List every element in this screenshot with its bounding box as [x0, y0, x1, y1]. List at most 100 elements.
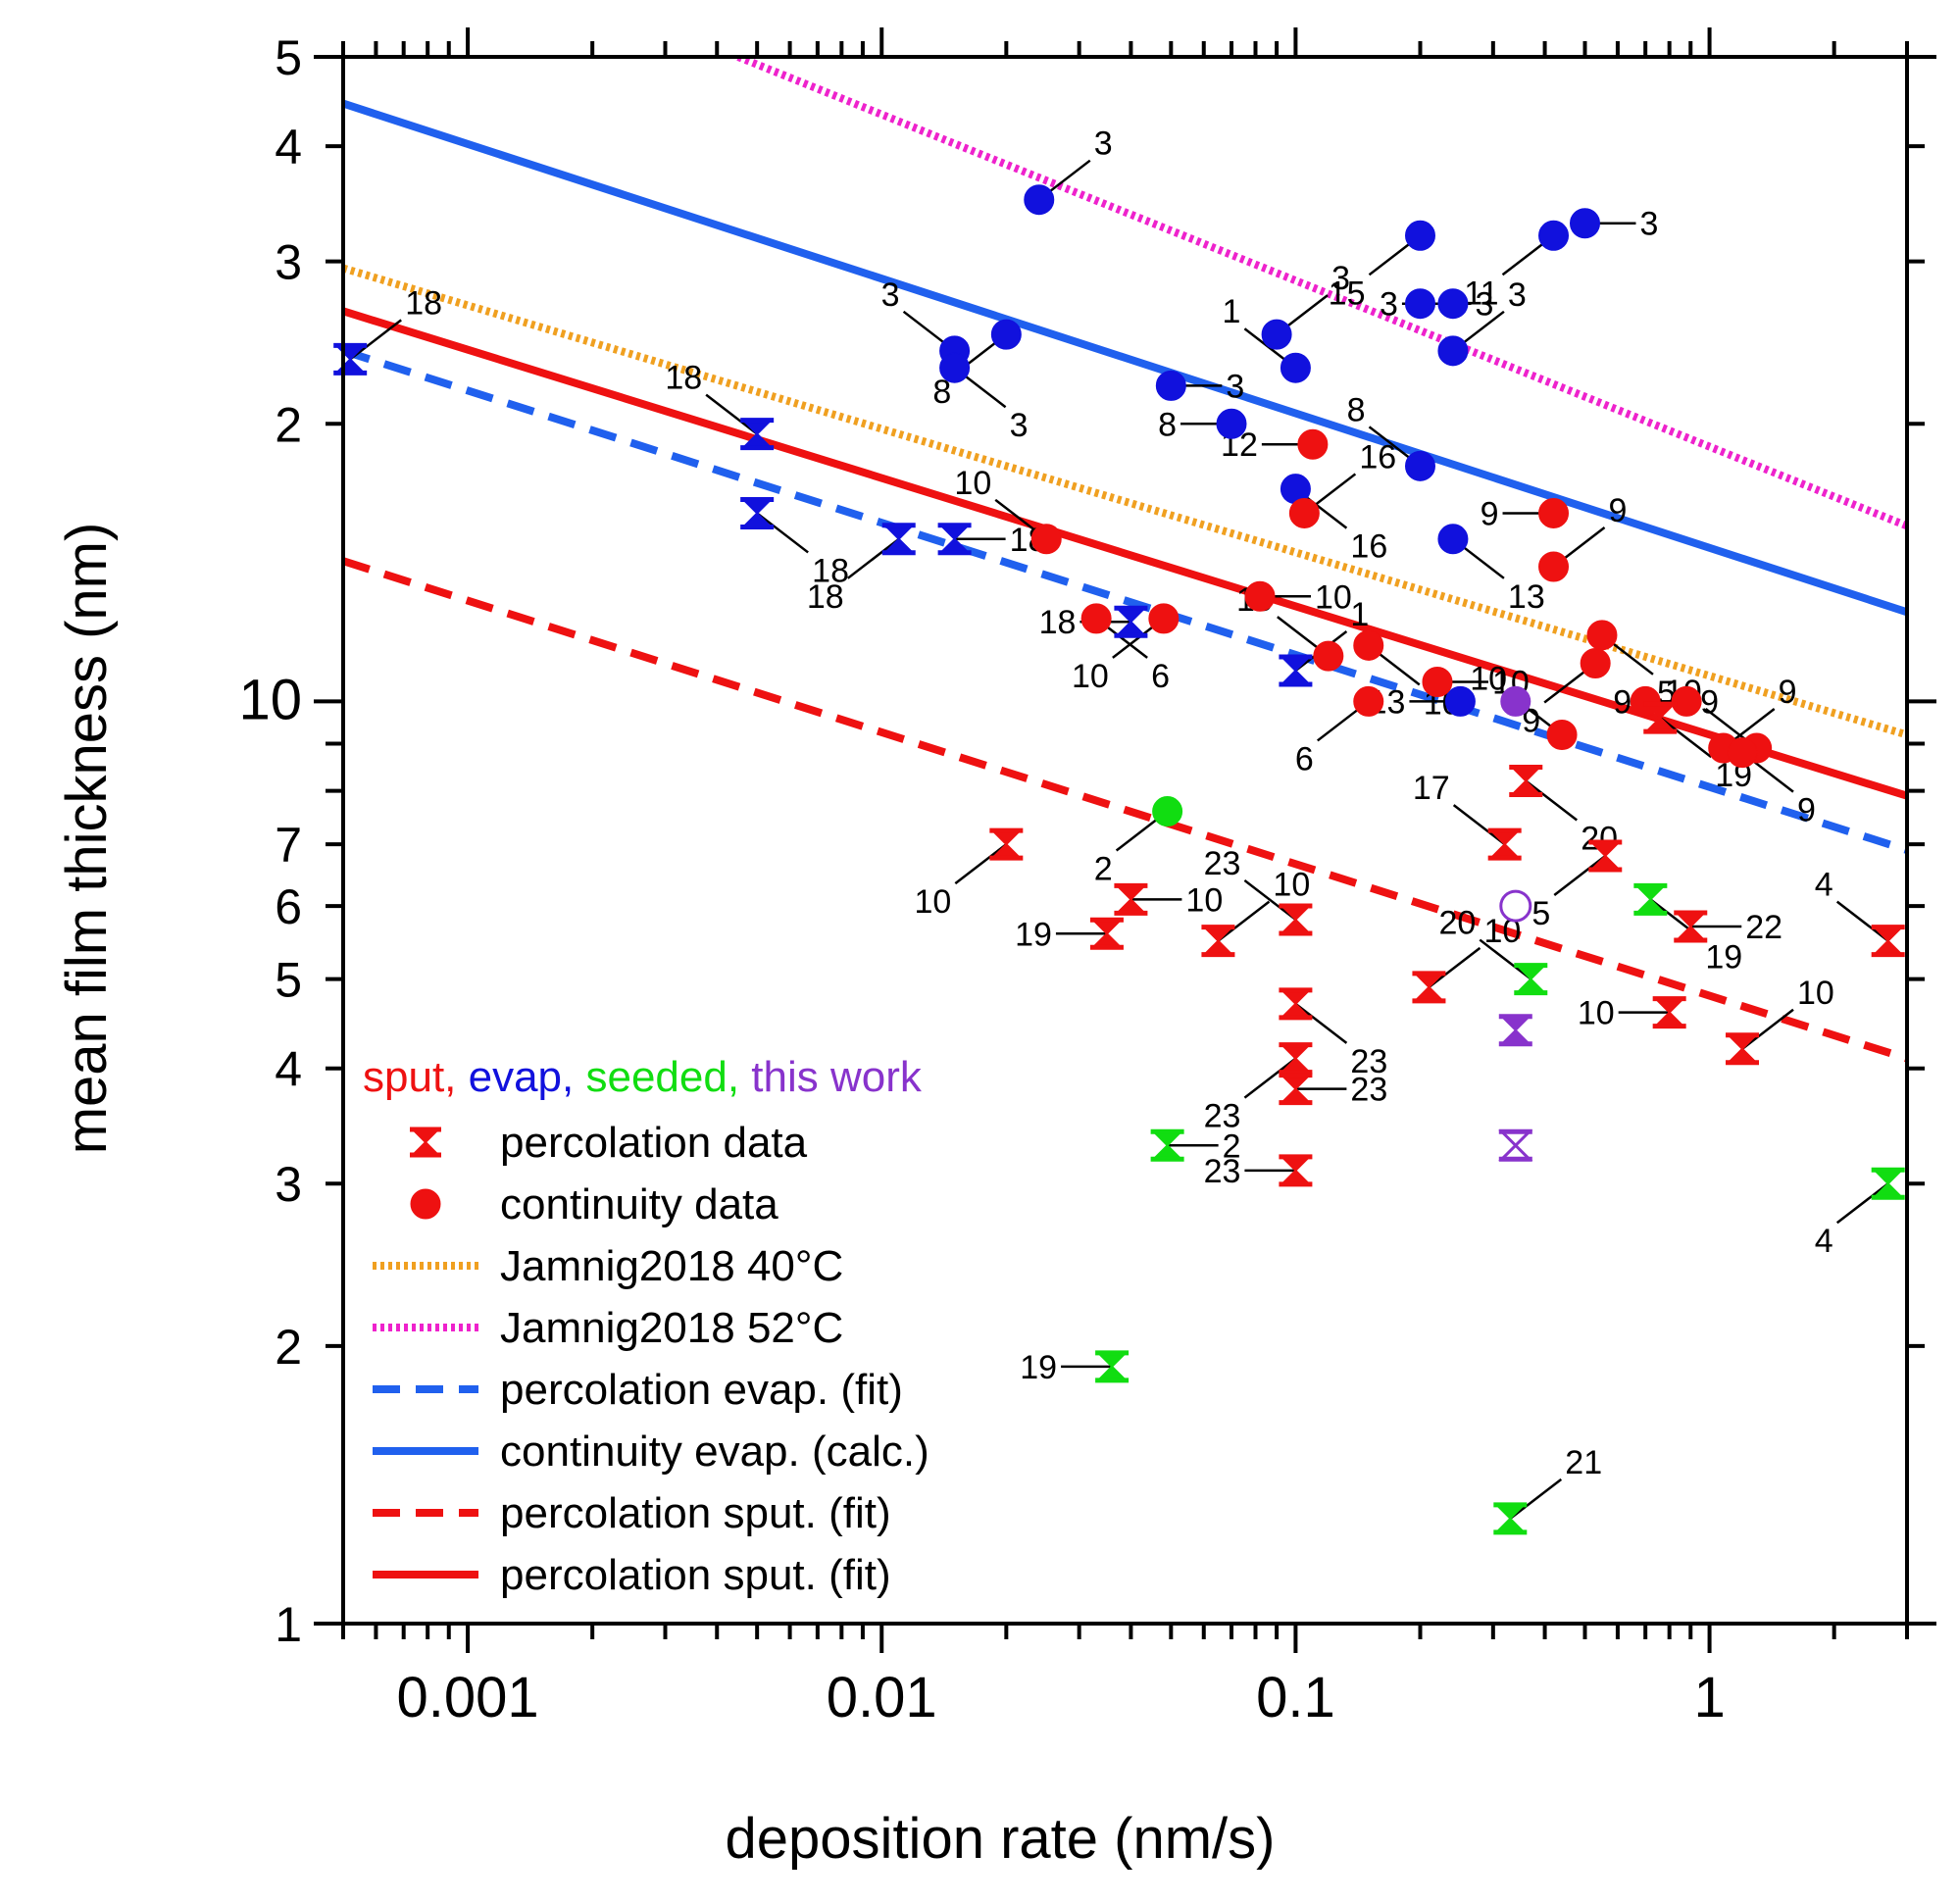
x-tick-label: 0.01 — [827, 1666, 937, 1729]
circle-marker — [1148, 603, 1180, 634]
circle-marker — [1280, 352, 1311, 383]
hourglass-marker — [1498, 1129, 1533, 1161]
y-tick-label: 4 — [275, 1042, 302, 1097]
circle-marker — [1437, 288, 1469, 320]
y-tick-label: 6 — [275, 879, 302, 934]
reference-leader — [1835, 1182, 1889, 1225]
x-axis-title: deposition rate (nm/s) — [726, 1807, 1276, 1871]
reference-number: 10 — [1797, 975, 1834, 1012]
circle-marker — [1353, 629, 1384, 661]
hourglass-marker — [1872, 1169, 1905, 1199]
reference-number: 2 — [1223, 1127, 1241, 1165]
reference-number: 10 — [1315, 578, 1352, 616]
reference-number: 3 — [1508, 276, 1527, 314]
circle-marker — [1538, 497, 1570, 528]
reference-leader — [846, 537, 900, 579]
y-axis-title: mean film thickness (nm) — [55, 523, 119, 1155]
circle-marker — [1546, 719, 1578, 750]
hourglass-marker — [1279, 904, 1312, 934]
reference-number: 9 — [1700, 683, 1719, 721]
hourglass-marker — [1499, 1015, 1532, 1045]
reference-number: 3 — [1380, 286, 1398, 324]
reference-number: 3 — [1010, 407, 1029, 444]
y-tick-label: 4 — [275, 120, 302, 175]
fit-line — [343, 264, 1907, 739]
reference-leader — [705, 393, 758, 435]
reference-number: 19 — [1015, 916, 1052, 953]
reference-number: 1 — [1222, 293, 1240, 330]
legend-header: sput, evap, seeded, this work — [363, 1053, 923, 1101]
reference-number: 23 — [1350, 1072, 1387, 1109]
circle-marker — [1404, 220, 1435, 251]
circle-marker — [1538, 220, 1570, 251]
reference-number: 10 — [915, 883, 952, 921]
reference-number: 5 — [1531, 895, 1550, 932]
hourglass-marker — [1279, 655, 1312, 685]
reference-number: 20 — [1438, 905, 1476, 942]
reference-leader — [349, 319, 402, 361]
reference-number: 23 — [1350, 1043, 1387, 1080]
circle-marker — [1404, 288, 1435, 320]
circle-marker — [410, 1188, 441, 1220]
circle-marker — [1437, 524, 1469, 555]
reference-leader — [1479, 938, 1532, 980]
reference-number: 8 — [1347, 391, 1366, 428]
reference-number: 10 — [1483, 913, 1521, 950]
reference-number: 11 — [1464, 275, 1498, 312]
reference-number: 19 — [1705, 938, 1742, 976]
reference-number: 3 — [881, 276, 900, 314]
reference-number: 18 — [812, 552, 849, 589]
hourglass-marker — [1633, 884, 1667, 915]
y-tick-label: 3 — [275, 235, 302, 290]
fit-line — [343, 557, 1907, 1063]
hourglass-marker — [1493, 1503, 1527, 1533]
circle-marker — [1437, 335, 1469, 367]
circle-marker — [1080, 603, 1112, 634]
reference-number: 23 — [1204, 1098, 1241, 1135]
reference-leader — [1741, 1008, 1794, 1050]
reference-leader — [954, 843, 1008, 885]
reference-number: 10 — [1578, 995, 1615, 1032]
hourglass-marker — [1279, 988, 1312, 1019]
legend-header-part: sput, — [363, 1053, 456, 1101]
reference-number: 10 — [954, 465, 991, 502]
reference-number: 6 — [1295, 740, 1314, 777]
reference-number: 4 — [1815, 867, 1833, 904]
reference-leader — [1553, 854, 1607, 896]
circle-marker — [1313, 640, 1344, 672]
circle-marker — [1030, 524, 1062, 555]
reference-number: 2 — [1094, 851, 1113, 888]
circle-marker — [1261, 319, 1292, 350]
reference-leader — [1525, 779, 1579, 822]
legend-label: percolation sput. (fit) — [500, 1551, 891, 1599]
circle-marker — [1244, 580, 1276, 612]
reference-number: 10 — [1072, 658, 1109, 695]
hourglass-marker — [1726, 1033, 1759, 1064]
legend-label: continuity evap. (calc.) — [500, 1428, 929, 1476]
reference-number: 22 — [1745, 909, 1782, 946]
circle-marker — [1297, 428, 1329, 460]
reference-leader — [1243, 878, 1297, 921]
circle-marker — [1024, 184, 1055, 216]
y-tick-label: 2 — [275, 397, 302, 452]
circle-marker — [1538, 551, 1570, 582]
legend-label: percolation sput. (fit) — [500, 1489, 891, 1537]
reference-number: 10 — [1273, 867, 1310, 904]
reference-number: 3 — [1226, 368, 1244, 405]
reference-number: 17 — [1413, 770, 1450, 807]
circle-marker — [1499, 889, 1532, 923]
circle-marker — [1404, 450, 1435, 481]
data-markers — [333, 184, 1905, 1535]
x-tick-label: 0.001 — [397, 1666, 539, 1729]
reference-number: 10 — [1470, 660, 1507, 697]
hourglass-marker — [1509, 766, 1542, 796]
hourglass-marker — [1413, 972, 1445, 1002]
circle-marker — [1288, 497, 1320, 528]
circle-marker — [1422, 667, 1453, 698]
reference-leader — [1835, 900, 1889, 942]
reference-number: 16 — [1350, 528, 1387, 566]
hourglass-marker — [1488, 829, 1522, 860]
x-tick-label: 0.1 — [1256, 1666, 1335, 1729]
y-tick-label: 10 — [238, 668, 302, 731]
